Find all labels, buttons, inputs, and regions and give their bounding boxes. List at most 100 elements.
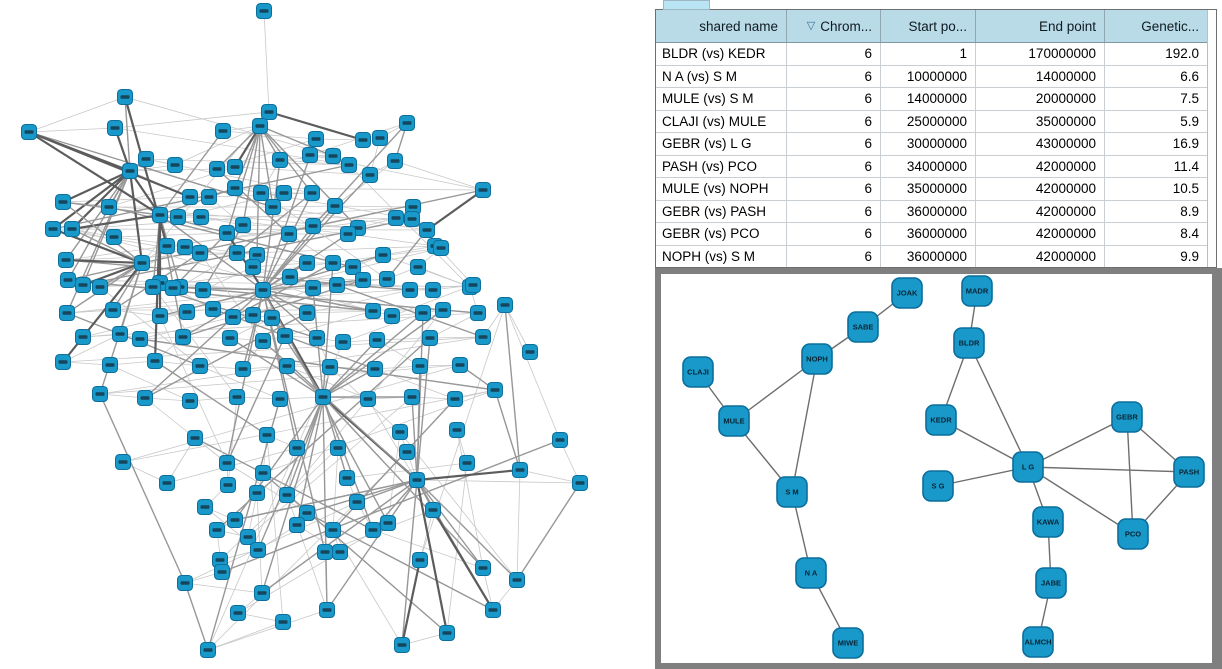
network-edge[interactable]: [356, 479, 418, 503]
network-edge[interactable]: [179, 286, 264, 291]
network-node[interactable]: [255, 282, 271, 298]
filtered-network-canvas[interactable]: JOAK MADR SABE BLDR NOPH CLAJI MULE KEDR GEBR L G…: [661, 274, 1212, 663]
network-node[interactable]: [317, 544, 333, 560]
network-edge[interactable]: [221, 439, 561, 573]
network-edge[interactable]: [159, 214, 264, 291]
network-node[interactable]: [240, 529, 256, 545]
network-edge[interactable]: [400, 559, 422, 646]
network-edge[interactable]: [516, 482, 581, 581]
network-node[interactable]: [439, 625, 455, 641]
network-node[interactable]: [335, 334, 351, 350]
network-edge[interactable]: [234, 125, 261, 189]
network-edge[interactable]: [401, 479, 418, 646]
network-edge[interactable]: [391, 284, 474, 317]
network-edge[interactable]: [62, 262, 143, 363]
network-node[interactable]: [404, 211, 420, 227]
network-edge[interactable]: [182, 289, 264, 338]
network-node[interactable]: [475, 560, 491, 576]
network-node[interactable]: [259, 427, 275, 443]
network-node[interactable]: [392, 424, 408, 440]
network-edge[interactable]: [71, 170, 131, 230]
network-edge[interactable]: [504, 304, 561, 441]
network-node[interactable]: [253, 185, 269, 201]
network-edge[interactable]: [263, 10, 270, 113]
network-node[interactable]: [289, 517, 305, 533]
table-row[interactable]: N A (vs) S M 6 10000000 14000000 6.6: [656, 65, 1216, 88]
network-node-n-a[interactable]: N A: [795, 557, 827, 589]
network-edge[interactable]: [429, 312, 479, 339]
network-node-sabe[interactable]: SABE: [847, 311, 879, 343]
network-node[interactable]: [212, 552, 228, 568]
network-edge[interactable]: [226, 335, 286, 464]
network-node[interactable]: [179, 304, 195, 320]
network-node[interactable]: [165, 280, 181, 296]
network-node-noph[interactable]: NOPH: [801, 343, 833, 375]
network-edge[interactable]: [259, 125, 274, 208]
network-node[interactable]: [92, 386, 108, 402]
network-node[interactable]: [412, 358, 428, 374]
network-edge[interactable]: [257, 396, 324, 551]
network-node[interactable]: [449, 422, 465, 438]
network-node[interactable]: [302, 147, 318, 163]
network-node[interactable]: [229, 389, 245, 405]
network-node-jabe[interactable]: JABE: [1035, 567, 1067, 599]
network-edge[interactable]: [266, 434, 284, 623]
network-edge[interactable]: [62, 333, 121, 363]
network-node[interactable]: [299, 255, 315, 271]
network-edge[interactable]: [52, 170, 131, 230]
network-node[interactable]: [250, 542, 266, 558]
network-edge[interactable]: [28, 130, 191, 199]
network-edge[interactable]: [62, 201, 143, 264]
network-edge[interactable]: [432, 509, 494, 611]
network-node[interactable]: [209, 161, 225, 177]
network-node[interactable]: [138, 151, 154, 167]
network-edge[interactable]: [71, 228, 374, 312]
network-node[interactable]: [177, 239, 193, 255]
network-node-l-g[interactable]: L G: [1012, 451, 1044, 483]
network-edge[interactable]: [234, 479, 418, 521]
network-node[interactable]: [345, 259, 361, 275]
network-node-mule[interactable]: MULE: [718, 405, 750, 437]
network-node[interactable]: [281, 226, 297, 242]
network-node[interactable]: [355, 132, 371, 148]
table-row[interactable]: BLDR (vs) KEDR 6 1 170000000 192.0: [656, 43, 1216, 66]
network-edge[interactable]: [82, 311, 188, 338]
column-header-chrom---[interactable]: ▽ Chrom...: [787, 10, 881, 42]
network-node[interactable]: [235, 217, 251, 233]
network-edge[interactable]: [322, 396, 328, 611]
network-edge[interactable]: [242, 224, 314, 227]
network-node[interactable]: [137, 390, 153, 406]
network-edge[interactable]: [256, 254, 308, 264]
network-node[interactable]: [475, 329, 491, 345]
network-node[interactable]: [409, 472, 425, 488]
network-edge[interactable]: [416, 479, 518, 581]
network-edge[interactable]: [174, 125, 261, 166]
column-header-start-po---[interactable]: Start po...: [881, 10, 976, 42]
network-node[interactable]: [192, 358, 208, 374]
table-corner-tab[interactable]: [663, 0, 710, 10]
network-node[interactable]: [289, 440, 305, 456]
network-edge[interactable]: [144, 397, 196, 439]
network-edge[interactable]: [184, 501, 358, 584]
network-node[interactable]: [452, 357, 468, 373]
network-node[interactable]: [512, 462, 528, 478]
network-node[interactable]: [384, 308, 400, 324]
network-edge[interactable]: [194, 437, 374, 531]
network-edge[interactable]: [386, 229, 428, 280]
network-node[interactable]: [419, 222, 435, 238]
network-edge[interactable]: [306, 310, 374, 314]
network-edge[interactable]: [322, 368, 376, 398]
network-edge[interactable]: [65, 258, 143, 265]
network-node[interactable]: [329, 277, 345, 293]
network-node[interactable]: [372, 130, 388, 146]
network-edge[interactable]: [394, 160, 484, 191]
network-edge[interactable]: [416, 468, 521, 482]
network-edge[interactable]: [289, 276, 364, 281]
network-edge[interactable]: [229, 337, 324, 398]
network-edge[interactable]: [128, 170, 144, 264]
network-edge[interactable]: [262, 289, 318, 339]
network-node[interactable]: [272, 391, 288, 407]
network-node[interactable]: [215, 123, 231, 139]
column-header-genetic---[interactable]: Genetic...: [1105, 10, 1208, 42]
network-node[interactable]: [369, 332, 385, 348]
